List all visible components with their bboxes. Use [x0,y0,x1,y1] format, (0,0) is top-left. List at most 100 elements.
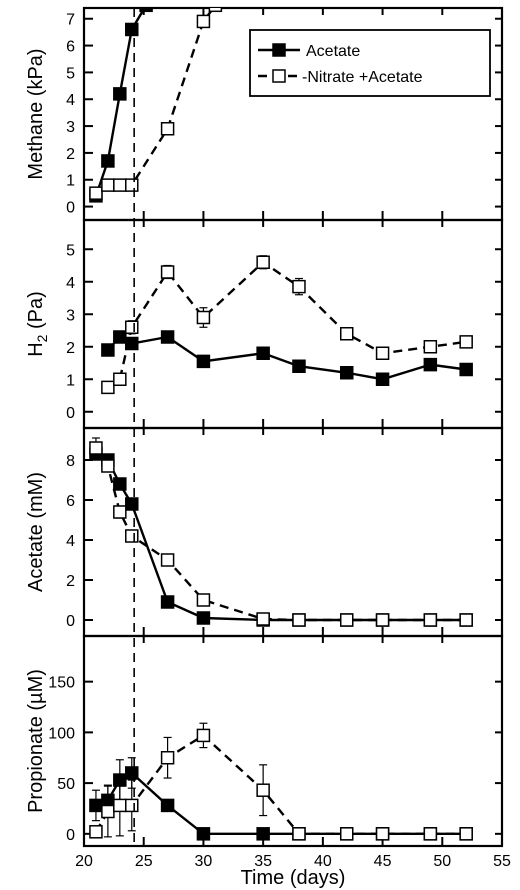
panel-frame [82,634,504,848]
data-point-nitrate-acetate [256,783,270,797]
panel-data [89,722,473,841]
panel-frame [82,426,504,638]
y-tick-label: 0 [66,827,75,844]
data-point-acetate [459,362,473,377]
legend-label-acetate: Acetate [306,43,360,60]
data-point-nitrate-acetate [113,505,127,519]
data-point-nitrate-acetate [196,310,211,325]
data-point-acetate [423,357,438,372]
y-tick-label: 6 [66,39,75,56]
x-tick-label: 50 [433,853,451,870]
data-point-nitrate-acetate [459,827,473,841]
data-point-nitrate-acetate [125,529,139,543]
data-point-nitrate-acetate [89,441,103,455]
legend-marker-acetate [272,43,286,57]
data-point-nitrate-acetate [292,613,306,627]
y-tick-label: 2 [66,340,75,357]
data-point-nitrate-acetate [125,178,139,192]
panel-frame [82,218,504,430]
x-tick-label: 55 [493,853,511,870]
y-tick-label: 150 [48,675,75,692]
y-axis-label: Acetate (mM) [25,472,47,592]
y-tick-label: 5 [66,65,75,82]
y-tick-label: 7 [66,12,75,29]
data-point-acetate [139,8,153,13]
y-tick-label: 4 [66,92,75,109]
data-point-nitrate-acetate [339,827,354,841]
data-point-nitrate-acetate [101,459,115,473]
y-axis-label: Methane (kPa) [25,48,47,179]
data-point-nitrate-acetate [89,825,103,839]
legend-marker-nitrate-acetate [272,69,286,83]
legend-box [249,29,491,97]
data-point-nitrate-acetate [101,178,115,192]
series-line-nitrate-acetate [94,733,467,836]
data-point-nitrate-acetate [196,14,211,29]
data-point-nitrate-acetate [339,327,354,341]
data-point-nitrate-acetate [196,728,211,743]
data-point-nitrate-acetate [375,613,390,627]
data-point-acetate [160,595,175,609]
y-tick-label: 50 [57,776,75,793]
data-point-acetate [101,343,115,357]
panel-data [89,8,223,203]
data-point-acetate [113,330,127,344]
x-tick-label: 25 [135,853,153,870]
data-point-acetate [256,346,270,360]
data-point-acetate [196,827,211,841]
y-tick-label: 2 [66,146,75,163]
x-tick-label: 35 [254,853,272,870]
data-point-nitrate-acetate [89,186,103,200]
y-tick-label: 5 [66,242,75,259]
data-point-acetate [89,798,103,813]
data-point-nitrate-acetate [113,798,127,813]
data-point-nitrate-acetate [160,265,175,279]
x-tick-label: 30 [195,853,213,870]
data-point-nitrate-acetate [256,612,270,626]
series-line-acetate [95,452,467,622]
y-tick-label: 3 [66,119,75,136]
panel-data [101,255,473,395]
data-point-acetate [101,154,115,168]
panel-data [89,437,473,627]
data-point-nitrate-acetate [113,372,127,386]
data-point-nitrate-acetate [292,827,306,841]
series-line-acetate [95,771,467,836]
data-point-nitrate-acetate [160,750,175,765]
data-point-nitrate-acetate [196,593,211,607]
data-point-acetate [256,827,270,841]
data-point-nitrate-acetate [459,613,473,627]
data-point-nitrate-acetate [459,335,473,349]
series-line-nitrate-acetate [94,447,467,622]
y-tick-label: 6 [66,493,75,510]
y-tick-label: 1 [66,372,75,389]
y-tick-label: 4 [66,275,75,292]
data-point-acetate [113,477,127,491]
data-point-nitrate-acetate [101,804,115,819]
data-point-nitrate-acetate [375,827,390,841]
data-point-nitrate-acetate [423,340,438,354]
data-point-nitrate-acetate [160,553,175,567]
y-axis-label-rest: (Pa) [25,291,47,334]
legend-label-nitrate-acetate: -Nitrate +Acetate [302,69,423,86]
data-point-acetate [125,497,139,511]
x-tick-label: 45 [374,853,392,870]
y-tick-label: 0 [66,200,75,217]
data-point-nitrate-acetate [101,380,115,395]
data-point-acetate [125,766,139,780]
panel-1: 0 1 2 3 4 5 6 7 Methane (kPa) [25,6,504,222]
x-axis-label: Time (days) [241,867,346,889]
data-point-nitrate-acetate [160,122,175,136]
data-point-acetate [196,611,211,625]
x-tick-label: 20 [75,853,93,870]
series-line-nitrate-acetate [107,260,467,389]
y-tick-label: 0 [66,613,75,630]
y-tick-label: 3 [66,307,75,324]
data-point-acetate [125,22,139,37]
y-tick-label: 0 [66,405,75,422]
data-point-acetate [160,330,175,344]
data-point-acetate [292,359,306,373]
